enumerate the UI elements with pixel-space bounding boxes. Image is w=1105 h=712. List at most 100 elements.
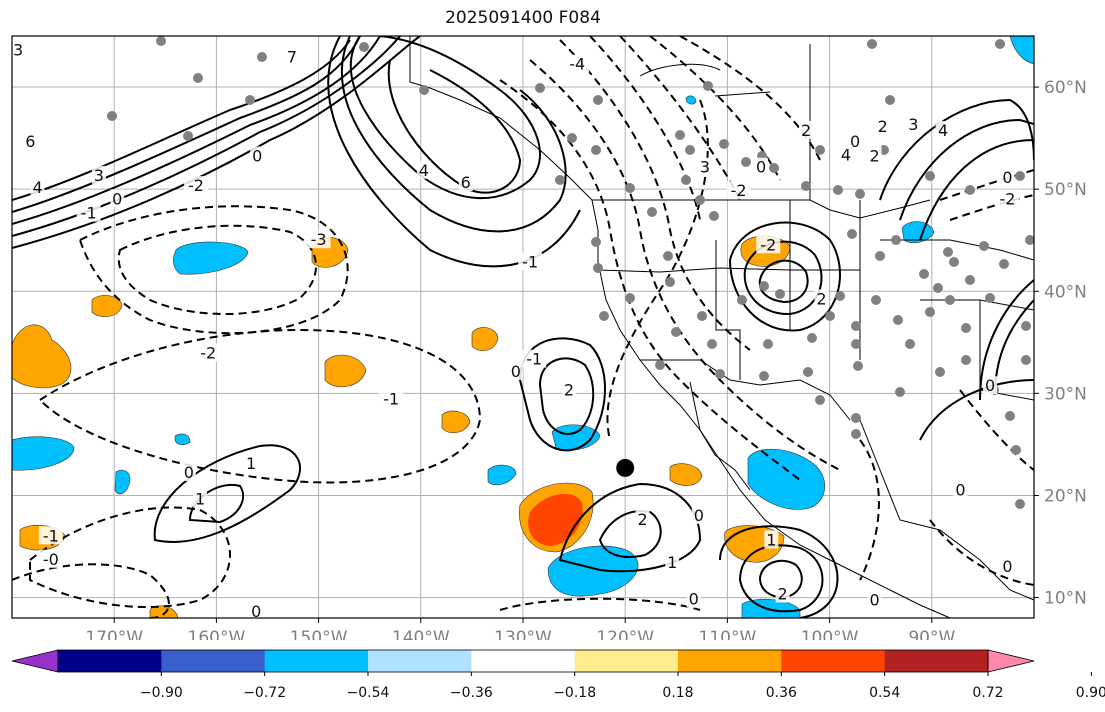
contour-label-bg [196, 343, 221, 362]
contour-label: 7 [287, 47, 297, 66]
contour-label-bg [875, 116, 890, 135]
lat-tick-label: 40°N [1044, 282, 1087, 302]
contour-label: 6 [461, 173, 471, 192]
contour-label: -1 [526, 350, 542, 369]
contour-label: 4 [419, 161, 429, 180]
contour-label-bg [867, 590, 882, 609]
contour-label: 1 [667, 553, 677, 572]
lon-tick-label: 160°W [188, 628, 246, 640]
colorbar-swatch [161, 650, 266, 672]
contour-label: 0 [1002, 168, 1012, 187]
lon-tick-label: 150°W [290, 628, 348, 640]
contour-label-bg [250, 146, 265, 165]
contour-label: 0 [252, 146, 262, 165]
contour-label: 0 [955, 480, 965, 499]
colorbar-swatch [58, 650, 162, 672]
colorbar-tick-label: 0.36 [766, 685, 797, 701]
contour-label-bg [416, 160, 431, 179]
latitude-axis: 60°N 50°N 40°N 30°N 20°N 10°N [1034, 78, 1087, 609]
contour-label-bg [565, 54, 590, 73]
colorbar-frame [57, 649, 989, 673]
lon-tick-label: 100°W [801, 628, 859, 640]
contour-label: 0 [756, 158, 766, 177]
colorbar-swatch [678, 650, 782, 672]
contour-label: 0 [869, 591, 879, 610]
contour-label-bg [953, 480, 968, 499]
contour-label: 2 [801, 121, 811, 140]
contour-label-bg [23, 132, 38, 151]
map-title: 2025091400 F084 [445, 8, 601, 28]
contour-label-bg [1000, 556, 1015, 575]
lon-tick-label: 110°W [699, 628, 757, 640]
contour-label: 0 [985, 376, 995, 395]
contour-label: 2 [564, 380, 574, 399]
contour-label-bg [76, 203, 101, 222]
colorbar-swatch [368, 650, 472, 672]
lat-tick-label: 20°N [1044, 486, 1087, 506]
contour-label-bg [38, 526, 63, 545]
contour-label: -2 [200, 344, 216, 363]
contour-label-bg [458, 173, 473, 192]
longitude-axis: 170°W 160°W 150°W 140°W 130°W 120°W 110°W 100°W… [85, 618, 955, 640]
station-dots [107, 36, 1034, 509]
contour-label: 2 [637, 510, 647, 529]
contour-label-bg [754, 157, 769, 176]
contour-label: 2 [869, 146, 879, 165]
contour-label-bg [814, 289, 829, 308]
contour-label-bg [775, 584, 790, 603]
contour-lines [12, 36, 1034, 618]
contour-label-bg [726, 181, 751, 200]
contour-label: 0 [184, 463, 194, 482]
contour-label-bg [12, 40, 26, 59]
contour-label-bg [906, 114, 921, 133]
contour-label: 0 [112, 189, 122, 208]
colorbar-swatch [781, 650, 886, 672]
contour-label-bg [995, 189, 1020, 208]
colorbar-swatch [264, 650, 369, 672]
contour-label-bg [665, 552, 680, 571]
contour-label: -2 [999, 189, 1015, 208]
contour-label: 0 [1002, 557, 1012, 576]
colorbar-tick-label: 0.54 [869, 685, 900, 701]
contour-label: 3 [13, 40, 23, 59]
contour-label-bg [867, 146, 882, 165]
contour-label-bg [838, 145, 853, 164]
contour-label-bg [756, 235, 781, 254]
contour-label-bg [38, 549, 63, 568]
contour-label: -1 [522, 253, 538, 272]
colorbar-swatch [884, 650, 989, 672]
coastlines [409, 36, 1034, 618]
colorbar-swatch [471, 650, 576, 672]
contour-label: -1 [81, 204, 97, 223]
contour-label-bg [799, 120, 814, 139]
contour-label: -2 [188, 176, 204, 195]
contour-label: 0 [694, 506, 704, 525]
contour-label: 6 [25, 132, 35, 151]
colorbar-swatch [574, 650, 679, 672]
contour-label: -3 [311, 230, 327, 249]
colorbar-tick-label: −0.54 [347, 685, 390, 701]
contour-label: 3 [908, 115, 918, 134]
contour-label: 0 [850, 132, 860, 151]
contour-label: 0 [689, 590, 699, 609]
contour-label: -4 [569, 55, 585, 74]
contour-label: -2 [760, 235, 776, 254]
contour-label: 4 [938, 121, 948, 140]
contour-label: 2 [878, 117, 888, 136]
contour-label-bg [518, 252, 543, 271]
lon-tick-label: 140°W [392, 628, 450, 640]
colorbar-swatches [11, 649, 1035, 673]
contour-label-bg [285, 47, 300, 66]
contour-label: 3 [700, 158, 710, 177]
contour-label: 3 [94, 166, 104, 185]
contour-label-bg [936, 120, 951, 139]
lat-tick-label: 10°N [1044, 589, 1087, 609]
colorbar-tick-label: −0.18 [553, 685, 596, 701]
contour-label-bg [983, 376, 998, 395]
lat-tick-label: 60°N [1044, 78, 1087, 98]
lon-tick-label: 120°W [596, 628, 654, 640]
colorbar-tick-label: −0.72 [243, 685, 286, 701]
contour-label: 4 [32, 178, 42, 197]
